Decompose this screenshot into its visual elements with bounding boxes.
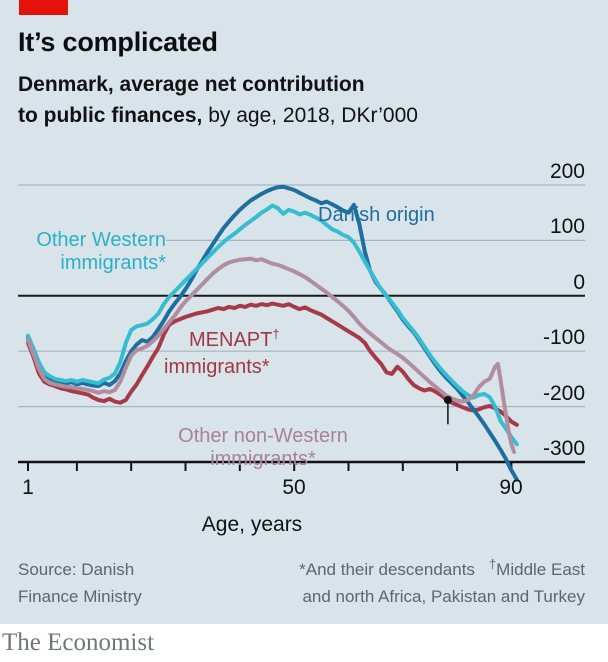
source-line2: Finance Ministry bbox=[18, 587, 142, 606]
ytick-0: 0 bbox=[573, 271, 585, 294]
label-other-western-line1: Other Western bbox=[36, 229, 166, 251]
footnote-menapt-def-line2: and north Africa, Pakistan and Turkey bbox=[302, 587, 585, 606]
label-other-non-western: Other non-Western immigrants* bbox=[178, 425, 348, 470]
chart-header: It’s complicated Denmark, average net co… bbox=[18, 26, 418, 131]
dagger-icon: † bbox=[488, 556, 497, 572]
economist-logo: The Economist bbox=[2, 629, 155, 656]
xtick-1: 1 bbox=[22, 476, 34, 499]
label-other-western: Other Western immigrants* bbox=[10, 229, 166, 275]
subtitle-line2-bold: to public finances, bbox=[18, 104, 203, 127]
chart-subtitle: Denmark, average net contribution to pub… bbox=[18, 69, 418, 131]
economist-red-tab-icon bbox=[19, 0, 68, 15]
x-axis-title: Age, years bbox=[201, 513, 303, 536]
label-menapt: MENAPT† bbox=[189, 326, 280, 351]
chart-title: It’s complicated bbox=[18, 27, 218, 57]
xtick-50: 50 bbox=[282, 476, 306, 499]
dagger-icon: † bbox=[272, 326, 280, 342]
xtick-90: 90 bbox=[499, 476, 523, 499]
ytick-neg100: -100 bbox=[542, 326, 585, 349]
label-menapt-line2: immigrants* bbox=[164, 356, 270, 378]
line-chart-canvas bbox=[18, 184, 585, 482]
source-note: Source: Danish Finance Ministry bbox=[18, 556, 142, 610]
footnotes: *And their descendants †Middle East and … bbox=[299, 556, 585, 610]
ytick-neg300: -300 bbox=[542, 437, 585, 460]
chart-panel: It’s complicated Denmark, average net co… bbox=[0, 0, 608, 624]
footnote-descendants: *And their descendants bbox=[299, 560, 475, 579]
label-other-western-line2: immigrants* bbox=[60, 252, 166, 274]
footnote-menapt-def: †Middle East bbox=[488, 556, 585, 579]
subtitle-line2-regular: by age, 2018, DKr’000 bbox=[208, 104, 418, 127]
subtitle-line1: Denmark, average net contribution bbox=[18, 73, 365, 96]
source-line1: Source: Danish bbox=[18, 560, 135, 579]
ytick-100: 100 bbox=[549, 215, 585, 238]
ytick-200: 200 bbox=[549, 160, 585, 183]
label-danish-origin: Danish origin bbox=[318, 204, 435, 226]
ytick-neg200: -200 bbox=[542, 382, 585, 405]
